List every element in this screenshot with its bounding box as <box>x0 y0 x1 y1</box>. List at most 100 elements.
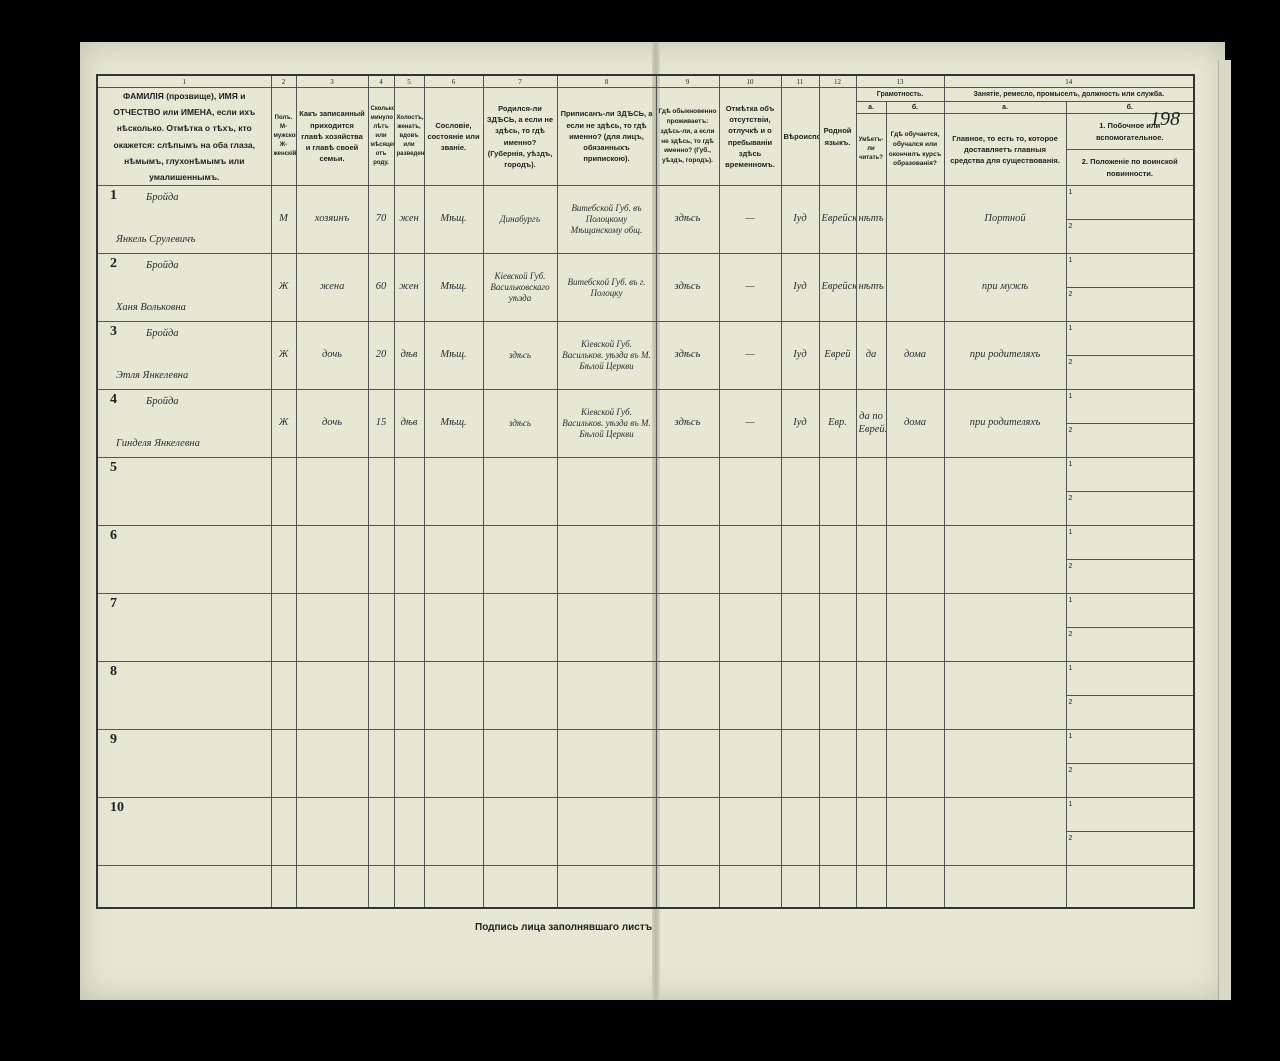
native-language-cell <box>818 729 857 798</box>
education-cell: дома <box>885 389 945 458</box>
native-language-cell <box>818 525 857 594</box>
age-cell: 60 <box>367 253 395 322</box>
military-cell: 2 <box>1065 287 1195 322</box>
education-cell <box>885 797 945 866</box>
sub-label: 2 <box>1068 563 1073 570</box>
col-number: 2 <box>270 74 297 88</box>
header-estate: Сословіе, состояніе или званіе. <box>423 87 484 186</box>
age-cell: 15 <box>367 389 395 458</box>
sub-label: 1 <box>1068 461 1073 468</box>
side-occupation-cell: 1 <box>1065 593 1195 628</box>
estate-cell <box>423 797 484 866</box>
header-14a-letter: а. <box>943 101 1067 114</box>
education-cell <box>885 185 945 254</box>
given-names: Гинделя Янкелевна <box>116 438 200 450</box>
birthplace-cell <box>482 593 558 662</box>
sub-label: 2 <box>1068 359 1073 366</box>
can-read-cell <box>855 593 887 662</box>
col-number: 13 <box>855 74 945 88</box>
col-number: 10 <box>718 74 782 88</box>
sub-label: 1 <box>1068 393 1073 400</box>
registration-cell <box>556 457 657 526</box>
education-cell <box>885 661 945 730</box>
header-registered: Приписанъ-ли ЗДѢСЬ, а если не здѣсь, то … <box>556 87 657 186</box>
can-read-cell <box>855 661 887 730</box>
sex-cell <box>270 797 297 866</box>
name-cell: 3 Бройда Этля Янкелевна <box>96 321 272 390</box>
absence-note-cell <box>718 525 782 594</box>
person-subrow: 2 <box>97 559 1195 594</box>
header-absence: Отмѣтка объ отсутствіи, отлучкѣ и о преб… <box>718 87 782 186</box>
col-number: 3 <box>295 74 369 88</box>
native-language-cell: Евр. <box>818 389 857 458</box>
main-occupation-cell <box>943 729 1067 798</box>
col-number: 6 <box>423 74 484 88</box>
side-occupation-cell: 1 <box>1065 797 1195 832</box>
side-occupation-cell: 1 <box>1065 729 1195 764</box>
religion-cell <box>780 593 820 662</box>
education-cell <box>885 457 945 526</box>
sub-label: 2 <box>1068 835 1073 842</box>
absence-note-cell <box>718 797 782 866</box>
name-cell: 2 Бройда Ханя Вольковна <box>96 253 272 322</box>
can-read-cell <box>855 457 887 526</box>
given-names: Ханя Вольковна <box>116 302 186 314</box>
education-cell <box>885 525 945 594</box>
military-cell: 2 <box>1065 763 1195 798</box>
age-cell <box>367 593 395 662</box>
header-age: Сколько минуло лѣтъ или мѣсяцевъ отъ род… <box>367 87 395 186</box>
absence-note-cell <box>718 661 782 730</box>
birthplace-cell: здѣсь <box>482 389 558 458</box>
can-read-cell <box>855 797 887 866</box>
marital-status-cell: жен <box>393 253 425 322</box>
education-cell: дома <box>885 321 945 390</box>
sex-cell <box>270 457 297 526</box>
header-language: Родной языкъ. <box>818 87 857 186</box>
birthplace-cell <box>482 457 558 526</box>
sub-label: 2 <box>1068 291 1073 298</box>
birthplace-cell: Динабургъ <box>482 185 558 254</box>
relation-cell <box>295 797 369 866</box>
can-read-cell <box>855 525 887 594</box>
marital-status-cell: дѣв <box>393 389 425 458</box>
blank-row <box>96 865 1195 908</box>
religion-cell: Іуд <box>780 321 820 390</box>
estate-cell: Мѣщ. <box>423 321 484 390</box>
header-side-occupation: 1. Побочное или вспомогательное. <box>1065 113 1195 150</box>
absence-note-cell <box>718 729 782 798</box>
side-occupation-cell: 1 <box>1065 321 1195 356</box>
relation-cell: дочь <box>295 389 369 458</box>
name-cell: 4 Бройда Гинделя Янкелевна <box>96 389 272 458</box>
person-subrow: 2 <box>97 287 1195 322</box>
header-religion: Вѣроисповѣданіе. <box>780 87 820 186</box>
col-number: 12 <box>818 74 857 88</box>
side-occupation-cell: 1 <box>1065 525 1195 560</box>
name-cell: 7 <box>96 593 272 662</box>
registration-cell: Кіевской Губ. Васильков. уѣзда въ М. Бѣл… <box>556 389 657 458</box>
registration-cell <box>556 661 657 730</box>
header-occupation: Занятіе, ремесло, промыселъ, должность и… <box>943 87 1195 102</box>
birthplace-cell <box>482 661 558 730</box>
religion-cell <box>780 729 820 798</box>
relation-cell <box>295 457 369 526</box>
can-read-cell: нѣтъ <box>855 185 887 254</box>
absence-note-cell: — <box>718 321 782 390</box>
age-cell: 70 <box>367 185 395 254</box>
col-number: 9 <box>655 74 720 88</box>
person-subrow: 2 <box>97 763 1195 798</box>
header-residence: Гдѣ обыкновенно проживаетъ: здѣсь-ли, а … <box>655 87 720 186</box>
birthplace-cell: Кіевской Губ. Васильковскаго уѣзда <box>482 253 558 322</box>
religion-cell: Іуд <box>780 253 820 322</box>
name-cell: 5 <box>96 457 272 526</box>
sex-cell <box>270 525 297 594</box>
military-cell: 2 <box>1065 695 1195 730</box>
header-born: Родился-ли ЗДѢСЬ, а если не здѣсь, то гд… <box>482 87 558 186</box>
absence-note-cell: — <box>718 253 782 322</box>
registration-cell: Витебской Губ. въ г. Полоцку <box>556 253 657 322</box>
military-cell: 2 <box>1065 423 1195 458</box>
